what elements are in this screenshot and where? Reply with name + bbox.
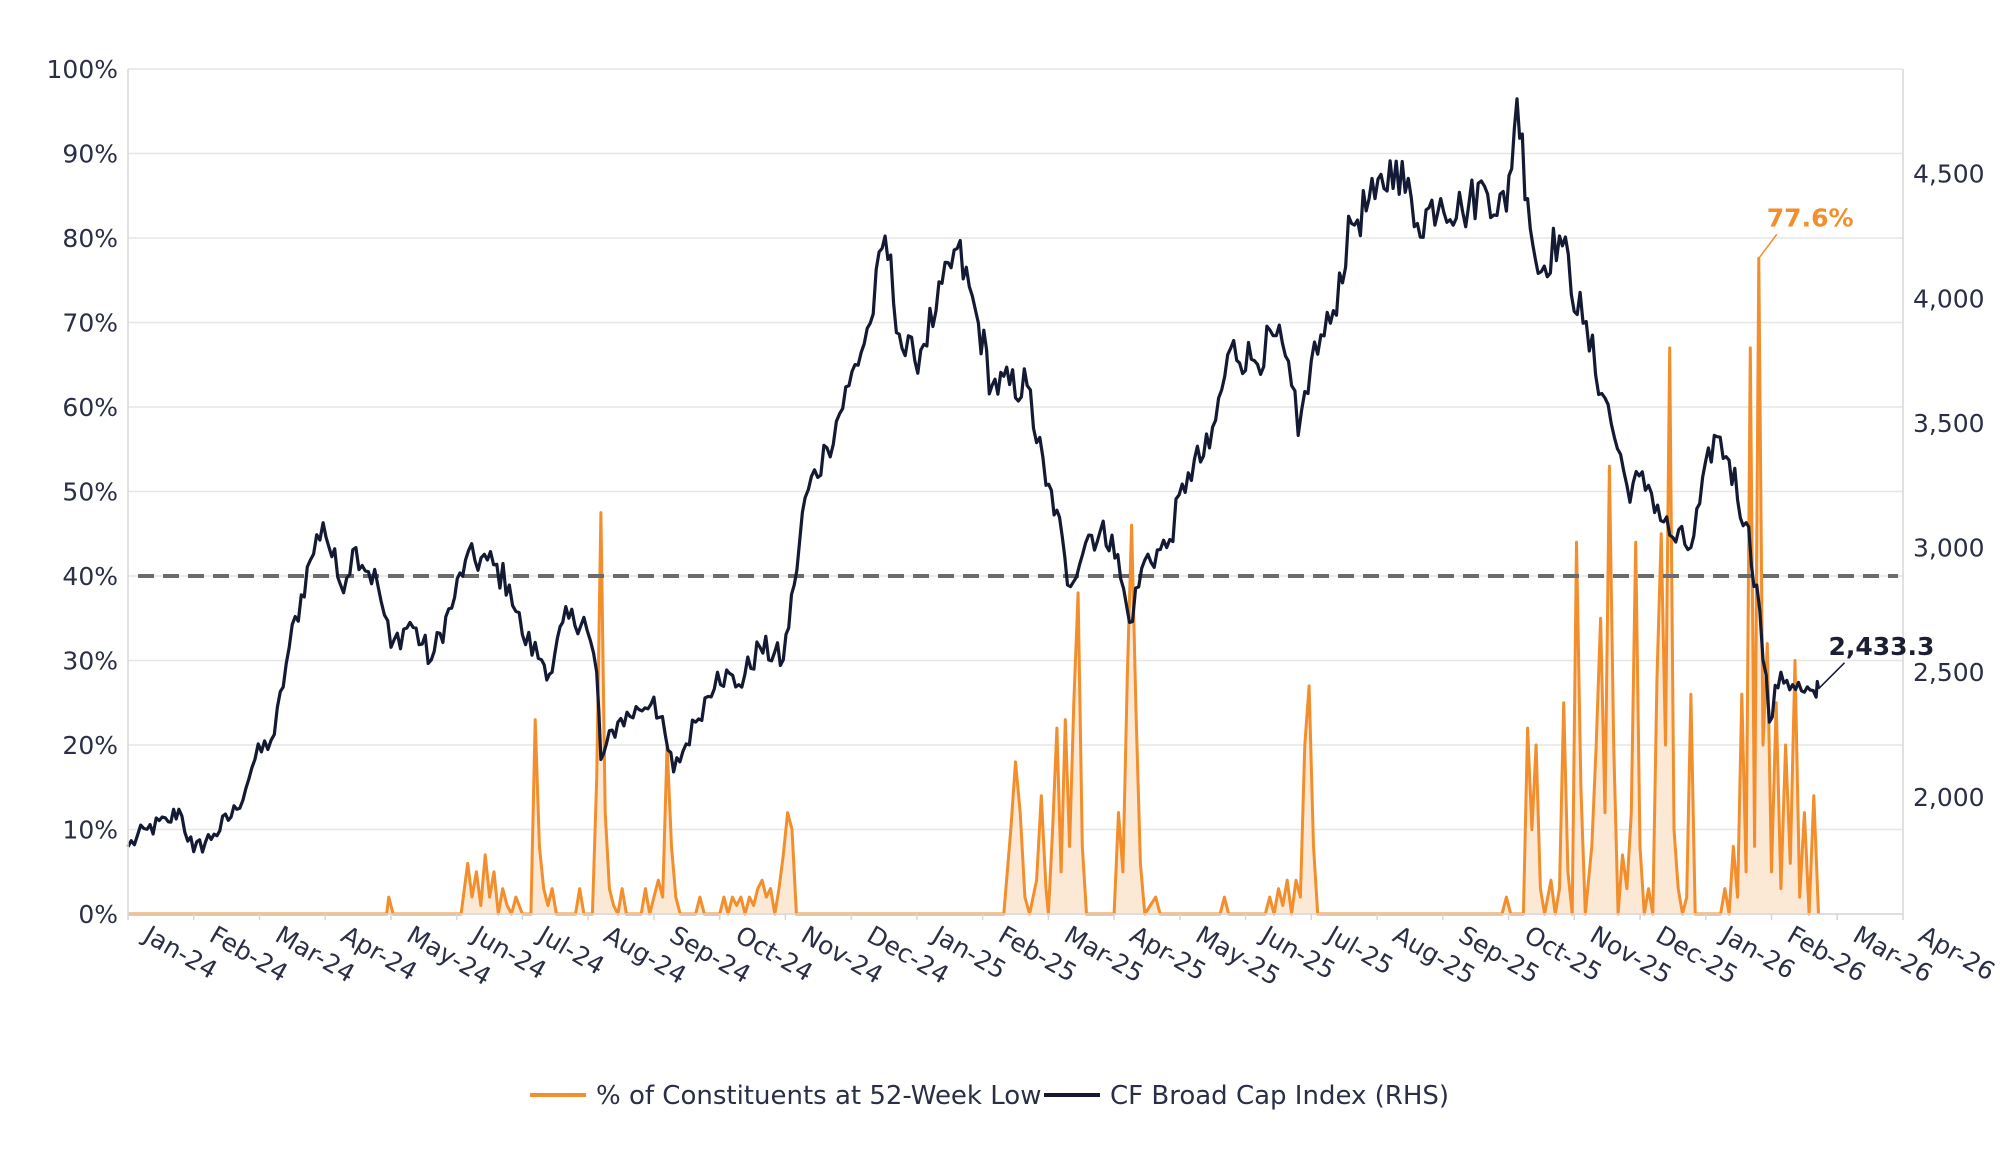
peak-annotation-leader [1758, 233, 1778, 259]
legend-label: % of Constituents at 52-Week Low [596, 1081, 1041, 1111]
index-line-layer [126, 97, 1821, 854]
legend-item[interactable]: % of Constituents at 52-Week Low [530, 1081, 1041, 1111]
y-right-tick-label: 4,500 [1913, 160, 1985, 189]
legend-label: CF Broad Cap Index (RHS) [1110, 1081, 1449, 1111]
y-left-tick-label: 30% [62, 647, 118, 676]
annotations: 77.6% 2,433.3 [1758, 203, 1934, 690]
y-left-tick-label: 90% [62, 140, 118, 169]
legend-item[interactable]: CF Broad Cap Index (RHS) [1044, 1081, 1449, 1111]
low-pct-area-layer [128, 256, 1820, 916]
y-right-tick-label: 3,500 [1913, 409, 1985, 438]
y-left-tick-label: 40% [62, 562, 118, 591]
y-left-tick-label: 0% [78, 900, 118, 929]
y-left-tick-label: 20% [62, 731, 118, 760]
low-pct-line [128, 256, 1820, 916]
x-tick-label: Jan-24 [137, 919, 222, 985]
low-pct-area-fill [128, 258, 1819, 914]
y-right-tick-label: 4,000 [1913, 284, 1985, 313]
peak-annotation-label: 77.6% [1767, 203, 1854, 232]
y-left-tick-label: 10% [62, 816, 118, 845]
y-left-tick-label: 70% [62, 309, 118, 338]
y-left-tick-label: 60% [62, 393, 118, 422]
last-value-leader [1817, 662, 1846, 690]
legend: % of Constituents at 52-Week Low CF Broad… [530, 1081, 1449, 1111]
last-value-label: 2,433.3 [1828, 632, 1934, 661]
y-left-tick-label: 100% [47, 55, 118, 84]
y-right-tick-label: 3,000 [1913, 534, 1985, 563]
y-right-tick-label: 2,000 [1913, 783, 1985, 812]
y-left-tick-label: 50% [62, 478, 118, 507]
index-line [126, 97, 1821, 854]
y-right-tick-label: 2,500 [1913, 658, 1985, 687]
y-left-tick-label: 80% [62, 224, 118, 253]
